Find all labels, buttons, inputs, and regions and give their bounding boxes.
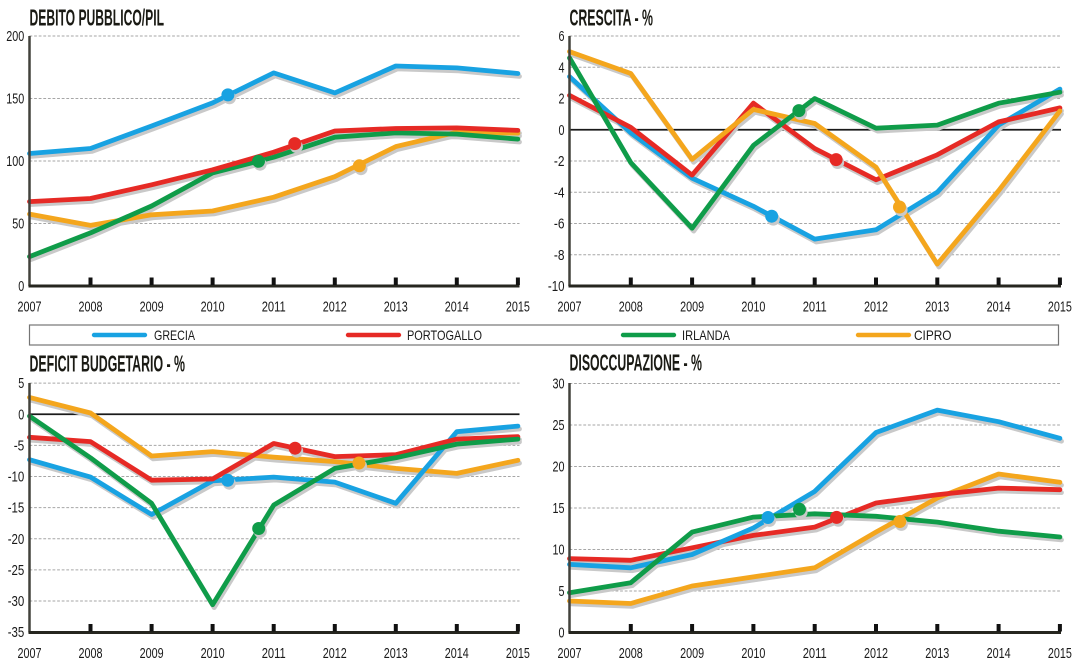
svg-text:DEBITO PUBBLICO/PIL: DEBITO PUBBLICO/PIL: [30, 5, 165, 31]
svg-text:PORTOGALLO: PORTOGALLO: [407, 327, 482, 343]
svg-text:2010: 2010: [201, 300, 225, 316]
svg-text:2007: 2007: [558, 300, 582, 316]
svg-text:-15: -15: [8, 501, 25, 517]
svg-text:2013: 2013: [384, 646, 408, 662]
svg-text:-5: -5: [14, 439, 25, 455]
svg-text:2009: 2009: [680, 300, 704, 316]
svg-text:2013: 2013: [925, 646, 949, 662]
svg-text:2010: 2010: [201, 646, 225, 662]
svg-text:2011: 2011: [262, 646, 286, 662]
svg-text:50: 50: [12, 217, 24, 233]
svg-text:CIPRO: CIPRO: [914, 327, 952, 343]
svg-text:2014: 2014: [987, 646, 1011, 662]
svg-text:20: 20: [553, 460, 565, 476]
svg-text:2015: 2015: [1048, 646, 1072, 662]
svg-text:0: 0: [559, 123, 565, 139]
svg-text:2015: 2015: [1048, 300, 1072, 316]
svg-text:2009: 2009: [140, 300, 164, 316]
svg-text:25: 25: [553, 418, 565, 434]
svg-text:100: 100: [6, 154, 24, 170]
svg-text:-6: -6: [554, 217, 565, 233]
svg-text:2012: 2012: [864, 300, 888, 316]
svg-text:5: 5: [559, 584, 565, 600]
svg-text:-10: -10: [8, 470, 25, 486]
svg-text:2010: 2010: [741, 300, 765, 316]
svg-text:-8: -8: [554, 248, 565, 264]
svg-text:2013: 2013: [925, 300, 949, 316]
svg-text:2015: 2015: [506, 646, 530, 662]
svg-text:DISOCCUPAZIONE - %: DISOCCUPAZIONE - %: [570, 350, 703, 376]
svg-text:2007: 2007: [18, 646, 42, 662]
svg-text:0: 0: [18, 407, 24, 423]
svg-text:DEFICIT BUDGETARIO - %: DEFICIT BUDGETARIO - %: [30, 351, 186, 377]
svg-text:-4: -4: [554, 185, 565, 201]
svg-text:2008: 2008: [619, 646, 643, 662]
svg-text:15: 15: [553, 501, 565, 517]
svg-text:2014: 2014: [445, 646, 469, 662]
svg-text:150: 150: [6, 92, 24, 108]
svg-text:30: 30: [553, 377, 565, 393]
svg-text:2007: 2007: [18, 300, 42, 316]
svg-text:-25: -25: [8, 563, 25, 579]
svg-text:2011: 2011: [262, 300, 286, 316]
svg-text:2010: 2010: [741, 646, 765, 662]
svg-text:-10: -10: [548, 279, 565, 295]
svg-text:5: 5: [18, 376, 24, 392]
svg-text:10: 10: [553, 543, 565, 559]
svg-text:CRESCITA - %: CRESCITA - %: [570, 5, 654, 31]
svg-text:0: 0: [559, 626, 565, 642]
svg-text:-30: -30: [8, 594, 25, 610]
svg-text:200: 200: [6, 29, 24, 45]
svg-text:2: 2: [559, 92, 565, 108]
svg-text:2014: 2014: [445, 300, 469, 316]
svg-text:-2: -2: [554, 154, 565, 170]
svg-text:2008: 2008: [79, 646, 103, 662]
svg-text:0: 0: [18, 279, 24, 295]
svg-text:2011: 2011: [803, 300, 827, 316]
svg-text:-20: -20: [8, 532, 25, 548]
svg-text:IRLANDA: IRLANDA: [682, 327, 731, 343]
svg-text:-35: -35: [8, 625, 25, 641]
svg-text:2015: 2015: [506, 300, 530, 316]
svg-text:2012: 2012: [864, 646, 888, 662]
svg-text:2009: 2009: [140, 646, 164, 662]
svg-text:2013: 2013: [384, 300, 408, 316]
svg-text:2007: 2007: [558, 646, 582, 662]
svg-text:2008: 2008: [79, 300, 103, 316]
svg-text:2012: 2012: [323, 646, 347, 662]
svg-text:6: 6: [559, 29, 565, 45]
svg-text:2011: 2011: [803, 646, 827, 662]
svg-text:GRECIA: GRECIA: [154, 327, 195, 343]
svg-text:4: 4: [559, 60, 565, 76]
svg-text:2008: 2008: [619, 300, 643, 316]
svg-text:2012: 2012: [323, 300, 347, 316]
svg-text:2009: 2009: [680, 646, 704, 662]
svg-text:2014: 2014: [987, 300, 1011, 316]
